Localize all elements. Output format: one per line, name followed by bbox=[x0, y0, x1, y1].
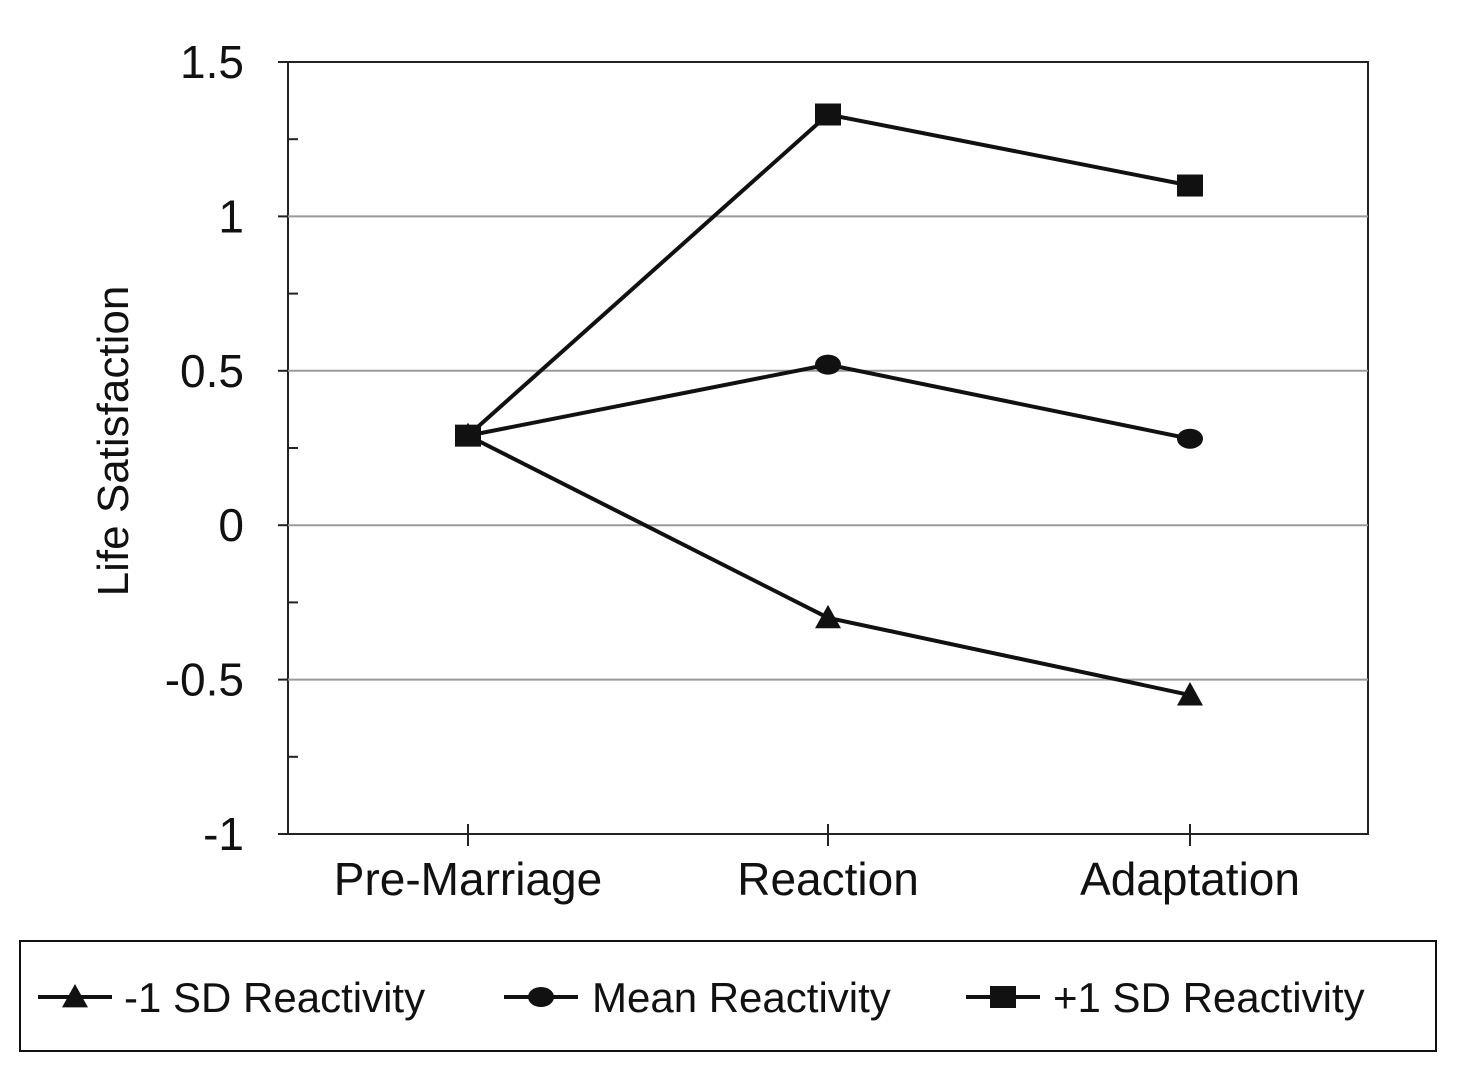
y-tick-label: 1 bbox=[218, 190, 244, 242]
data-point bbox=[1177, 174, 1203, 197]
series-square bbox=[455, 103, 1203, 447]
y-tick-label: 0 bbox=[218, 499, 244, 551]
legend: -1 SD Reactivity Mean Reactivity +1 SD Rea… bbox=[38, 974, 1365, 1021]
y-tick-label: -0.5 bbox=[165, 654, 244, 706]
legend-box bbox=[19, 940, 1437, 1052]
y-tick-label: -1 bbox=[203, 808, 244, 860]
legend-marker bbox=[990, 986, 1016, 1008]
legend-item: -1 SD Reactivity bbox=[38, 974, 425, 1021]
legend-label: -1 SD Reactivity bbox=[124, 974, 425, 1021]
gridlines bbox=[288, 215, 1368, 681]
x-tick-label: Pre-Marriage bbox=[334, 853, 602, 905]
data-point bbox=[455, 424, 481, 447]
data-point bbox=[1177, 682, 1203, 706]
y-axis-title: Life Satisfaction bbox=[89, 286, 138, 597]
legend-marker bbox=[62, 984, 88, 1008]
legend-item: Mean Reactivity bbox=[504, 974, 891, 1021]
legend-item: +1 SD Reactivity bbox=[966, 974, 1365, 1021]
data-point bbox=[815, 354, 841, 375]
legend-marker bbox=[528, 987, 554, 1007]
series-lines bbox=[455, 103, 1203, 706]
legend-label: +1 SD Reactivity bbox=[1053, 974, 1365, 1021]
data-point bbox=[815, 103, 841, 126]
x-tick-label: Reaction bbox=[737, 853, 919, 905]
plot-area bbox=[287, 61, 1369, 835]
x-tick-label: Adaptation bbox=[1080, 853, 1300, 905]
axes: 1.5 1 0.5 0 -0.5 -1 Pre-Marriage Reaction Adapta… bbox=[165, 36, 1300, 905]
data-point bbox=[815, 604, 841, 629]
legend-label: Mean Reactivity bbox=[592, 974, 891, 1021]
y-tick-label: 0.5 bbox=[180, 345, 244, 397]
y-tick-label: 1.5 bbox=[180, 36, 244, 88]
data-point bbox=[1177, 428, 1203, 449]
